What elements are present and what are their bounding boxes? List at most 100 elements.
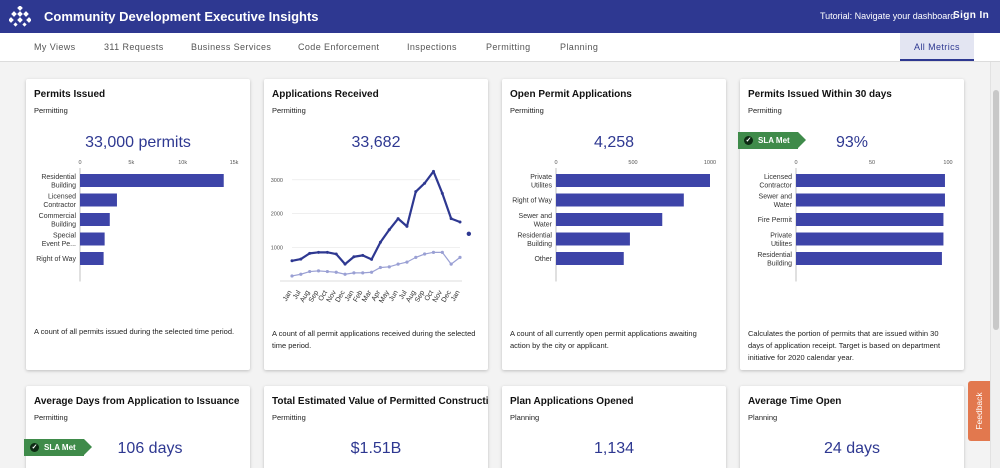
feedback-button[interactable]: Feedback (968, 381, 990, 441)
x-tick-label: 100 (943, 160, 952, 166)
data-point (369, 270, 374, 274)
feedback-label: Feedback (974, 392, 984, 430)
bar (556, 252, 624, 265)
data-point (387, 228, 391, 232)
card-category: Permitting (510, 106, 544, 115)
data-point (414, 190, 418, 194)
card-applications-received[interactable]: Applications Received Permitting 33,682 … (264, 79, 488, 370)
x-tick-label: Jan (450, 289, 462, 302)
data-point (343, 272, 347, 276)
tab-311-requests[interactable]: 311 Requests (104, 42, 164, 52)
bar (796, 252, 942, 265)
category-label: Special (53, 232, 76, 239)
x-tick-label: Oct (318, 289, 330, 302)
category-label: Building (51, 221, 76, 228)
card-title: Permits Issued Within 30 days (748, 89, 892, 100)
x-tick-label: 0 (78, 160, 81, 166)
data-point (396, 217, 400, 221)
category-label: Utilites (771, 241, 793, 248)
check-icon: ✓ (744, 136, 753, 145)
bar (556, 193, 684, 207)
data-point (431, 250, 436, 254)
card-title: Average Days from Application to Issuanc… (34, 396, 240, 407)
bar (556, 213, 663, 226)
card-title: Plan Applications Opened (510, 396, 634, 407)
category-label: Private (770, 232, 792, 239)
scrollbar-thumb[interactable] (993, 90, 999, 330)
page-scrollbar[interactable] (990, 62, 1000, 468)
data-point (423, 252, 427, 256)
bar (80, 232, 105, 246)
tab-code-enforcement[interactable]: Code Enforcement (298, 42, 380, 52)
bar (556, 174, 710, 187)
data-point (405, 260, 409, 264)
data-point (466, 231, 472, 236)
x-tick-label: 5k (128, 160, 134, 166)
x-tick-label: Jan (282, 289, 294, 302)
y-tick-label: 1000 (271, 245, 283, 251)
data-point (299, 272, 303, 276)
data-point (334, 270, 338, 274)
permits-issued-bar-chart: 0 5k 10k 15kResidentialBuildingLicensedCont… (36, 160, 239, 282)
card-category: Permitting (272, 413, 306, 422)
data-point (449, 262, 453, 266)
category-label: Sewer and (759, 193, 793, 200)
data-point (299, 257, 303, 261)
category-label: Building (51, 182, 76, 189)
card-category: Permitting (34, 413, 68, 422)
category-label: Commercial (39, 213, 77, 220)
card-permits-issued[interactable]: Permits Issued Permitting 33,000 permits… (26, 79, 250, 370)
category-label: Event Pe... (42, 241, 76, 248)
card-category: Planning (748, 413, 778, 422)
x-tick-label: 10k (178, 160, 187, 166)
x-tick-label: Jul (292, 289, 303, 301)
data-point (308, 251, 312, 255)
card-category: Permitting (272, 106, 306, 115)
bar (80, 193, 117, 207)
y-tick-label: 3000 (271, 178, 283, 184)
category-label: Water (774, 202, 793, 209)
data-point (440, 250, 444, 254)
card-open-permit-applications[interactable]: Open Permit Applications Permitting 4,25… (502, 79, 726, 370)
tab-inspections[interactable]: Inspections (407, 42, 457, 52)
card-category: Permitting (748, 106, 782, 115)
card-description: A count of all permit applications recei… (272, 329, 476, 350)
category-label: Contractor (759, 182, 792, 189)
card-estimated-construction-value[interactable]: Total Estimated Value of Permitted Const… (264, 386, 488, 468)
card-plan-applications-opened[interactable]: Plan Applications Opened Planning 1,134 (502, 386, 726, 468)
data-point (431, 169, 435, 173)
data-point (308, 269, 312, 274)
bar (80, 213, 110, 226)
card-permits-within-30-days[interactable]: Permits Issued Within 30 days Permitting… (740, 79, 964, 370)
y-tick-label: 2000 (271, 212, 283, 218)
sla-met-badge: ✓ SLA Met (24, 439, 92, 456)
x-tick-label: Oct (424, 289, 436, 302)
tab-planning[interactable]: Planning (560, 42, 599, 52)
tab-business-services[interactable]: Business Services (191, 42, 272, 52)
x-tick-label: 50 (869, 160, 875, 166)
card-average-time-open[interactable]: Average Time Open Planning 24 days (740, 386, 964, 468)
tab-permitting[interactable]: Permitting (486, 42, 531, 52)
category-label: Right of Way (36, 256, 76, 263)
tab-all-metrics[interactable]: All Metrics (900, 33, 974, 61)
category-label: Contractor (43, 202, 76, 209)
check-icon: ✓ (30, 443, 39, 452)
data-point (458, 220, 462, 224)
top-bar: Community Development Executive Insights… (0, 0, 1000, 33)
tab-my-views[interactable]: My Views (34, 42, 76, 52)
category-label: Water (534, 221, 553, 228)
metric-value: 1,134 (593, 440, 635, 457)
bar (556, 232, 630, 246)
x-tick-label: 0 (554, 160, 557, 166)
category-label: Residential (41, 174, 76, 181)
category-label: Sewer and (519, 213, 553, 220)
x-tick-label: Apr (371, 289, 383, 303)
data-point (334, 252, 338, 256)
data-point (325, 269, 329, 274)
tutorial-link[interactable]: Tutorial: Navigate your dashboard (820, 11, 956, 21)
data-point (317, 250, 321, 254)
data-point (361, 271, 365, 275)
sign-in-button[interactable]: Sign In (953, 10, 990, 21)
card-title: Total Estimated Value of Permitted Const… (272, 396, 488, 407)
